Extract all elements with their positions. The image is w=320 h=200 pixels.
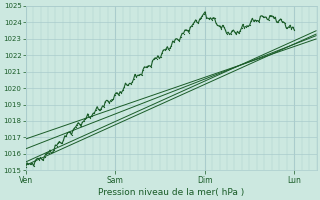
X-axis label: Pression niveau de la mer( hPa ): Pression niveau de la mer( hPa ) xyxy=(98,188,244,197)
